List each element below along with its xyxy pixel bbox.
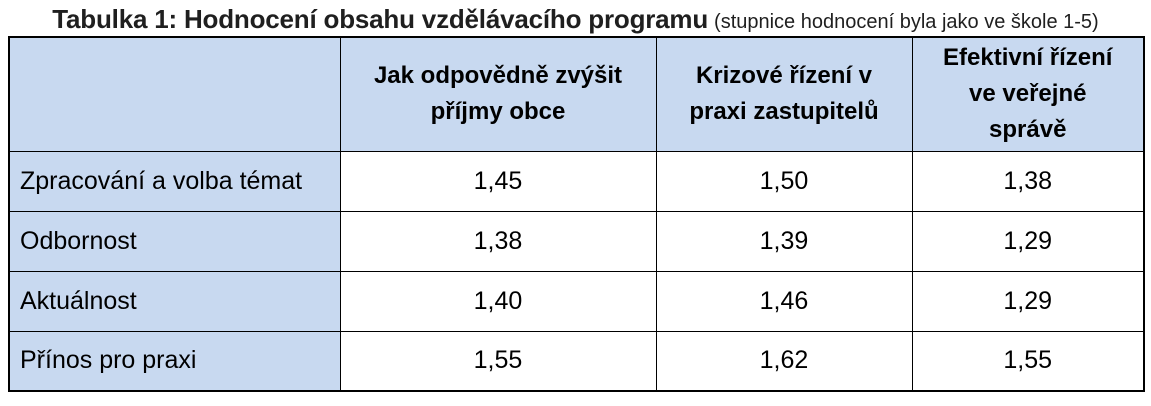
value-cell: 1,39 (655, 210, 913, 272)
value-cell: 1,38 (911, 150, 1145, 212)
row-label: Zpracování a volba témat (8, 150, 341, 212)
value-cell: 1,29 (911, 210, 1145, 272)
value-cell: 1,55 (911, 330, 1145, 392)
value-cell: 1,40 (339, 270, 657, 332)
table-caption-note: (stupnice hodnocení byla jako ve škole 1… (714, 11, 1099, 33)
value-cell: 1,46 (655, 270, 913, 332)
column-header-program-3: Efektivní řízení ve veřejné správě (911, 36, 1145, 152)
value-cell: 1,50 (655, 150, 913, 212)
value-cell: 1,45 (339, 150, 657, 212)
column-header-program-2: Krizové řízení v praxi zastupitelů (655, 36, 913, 152)
column-header-line: Krizové řízení v (695, 62, 873, 90)
table-caption: Tabulka 1: Hodnocení obsahu vzdělávacího… (0, 0, 1151, 34)
column-header-line: správě (989, 116, 1067, 144)
table-caption-title: Tabulka 1: Hodnocení obsahu vzdělávacího… (52, 4, 709, 34)
table-row: Odbornost 1,38 1,39 1,29 (8, 210, 1145, 272)
value-cell: 1,62 (655, 330, 913, 392)
value-cell: 1,29 (911, 270, 1145, 332)
row-label: Odbornost (8, 210, 341, 272)
column-header-program-1: Jak odpovědně zvýšit příjmy obce (339, 36, 657, 152)
value-cell: 1,55 (339, 330, 657, 392)
row-label: Aktuálnost (8, 270, 341, 332)
column-header-line: praxi zastupitelů (689, 98, 879, 126)
column-header-line: Jak odpovědně zvýšit (373, 62, 623, 90)
table-row: Přínos pro praxi 1,55 1,62 1,55 (8, 330, 1145, 392)
table-row: Aktuálnost 1,40 1,46 1,29 (8, 270, 1145, 332)
ratings-table: Jak odpovědně zvýšit příjmy obce Krizové… (8, 36, 1145, 392)
column-header-line: ve veřejné (969, 80, 1087, 108)
corner-cell (8, 36, 341, 152)
table-row: Zpracování a volba témat 1,45 1,50 1,38 (8, 150, 1145, 212)
column-header-line: příjmy obce (430, 98, 566, 126)
column-header-line: Efektivní řízení (943, 44, 1113, 72)
header-row: Jak odpovědně zvýšit příjmy obce Krizové… (8, 36, 1145, 152)
value-cell: 1,38 (339, 210, 657, 272)
row-label: Přínos pro praxi (8, 330, 341, 392)
